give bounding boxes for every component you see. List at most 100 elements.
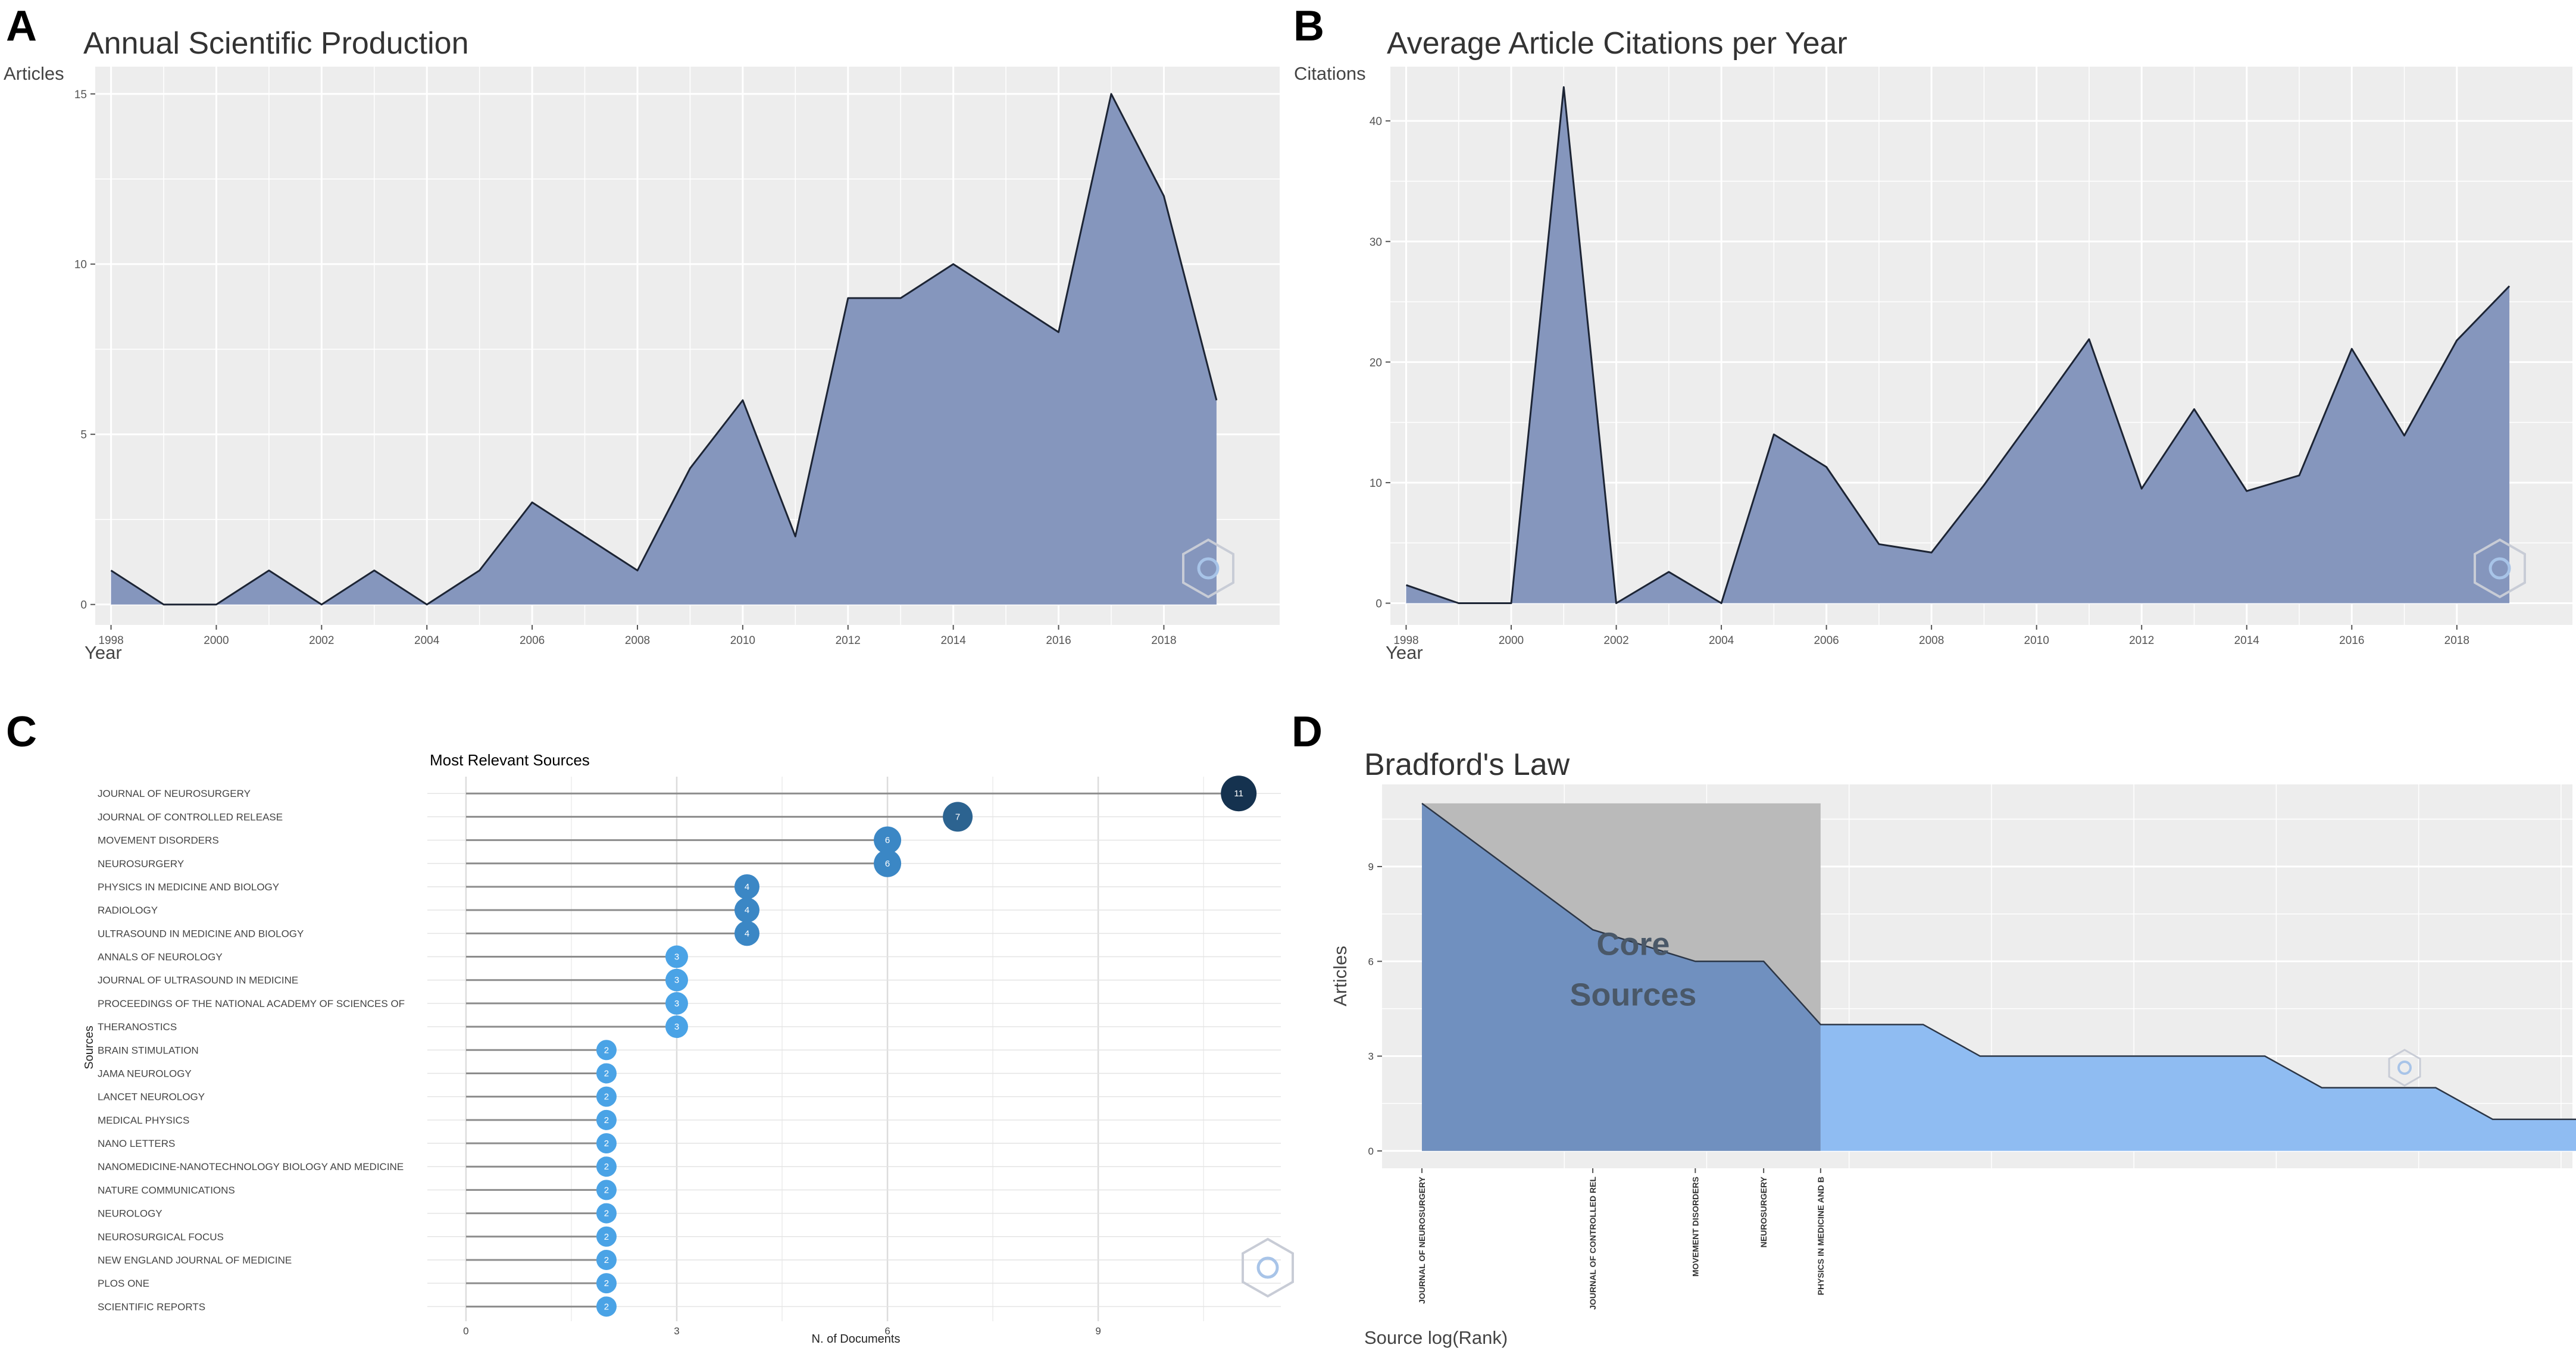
lollipop-value-label: 3 (674, 1022, 679, 1032)
source-rank-label: JOURNAL OF NEUROSURGERY (1417, 1176, 1427, 1304)
x-tick-label: 2010 (2024, 634, 2049, 647)
x-tick-label: 2016 (1046, 634, 1071, 647)
source-label: NEW ENGLAND JOURNAL OF MEDICINE (98, 1255, 292, 1266)
watermark-logo-icon (1182, 538, 1234, 599)
y-tick-label: 6 (1368, 956, 1374, 967)
lollipop-dot (943, 802, 973, 832)
x-tick-label: 2008 (1919, 634, 1944, 647)
lollipop-dot (596, 1296, 617, 1317)
panel-b: B Average Article Citations per Year Cit… (1293, 2, 2572, 663)
chart-d-core-area (1421, 803, 1821, 1151)
chart-c-category-labels: JOURNAL OF NEUROSURGERY JOURNAL OF CONTRO… (98, 788, 405, 1312)
x-tick-label: 3 (674, 1325, 679, 1337)
y-tick-label: 5 (80, 429, 87, 442)
lollipop-dot (596, 1226, 617, 1247)
lollipop-value-label: 2 (604, 1185, 609, 1195)
panel-d: D Bradford's Law Articles Source log(Ran… (1292, 708, 2576, 1348)
x-tick-label: 2002 (1603, 634, 1628, 647)
panel-label-a: A (6, 2, 37, 50)
x-tick-label: 2004 (414, 634, 440, 647)
lollipop-value-label: 2 (604, 1302, 609, 1312)
lollipop-value-label: 2 (604, 1139, 609, 1149)
lollipop-dot (596, 1040, 617, 1061)
y-tick-label: 15 (74, 89, 87, 101)
chart-b-area (1406, 87, 2510, 603)
lollipop-value-label: 7 (955, 812, 960, 822)
x-tick-label: 2018 (2444, 634, 2469, 647)
y-tick-label: 20 (1370, 356, 1382, 369)
source-rank-label: MOVEMENT DISORDERS (1690, 1177, 1700, 1277)
chart-d-core-label-line1: Core (1596, 927, 1670, 962)
chart-b-y-ticks: 0 10 20 30 40 (1370, 115, 1390, 611)
lollipop-value-label: 2 (604, 1162, 609, 1172)
source-label: LANCET NEUROLOGY (98, 1092, 205, 1103)
source-label: PLOS ONE (98, 1278, 149, 1289)
lollipop-dot (874, 826, 902, 854)
lollipop-value-label: 3 (674, 999, 679, 1009)
lollipop-dot (665, 968, 688, 992)
x-tick-label: 2014 (941, 634, 967, 647)
lollipop-dot (734, 874, 760, 899)
x-tick-label: 2000 (204, 634, 229, 647)
chart-c-lollipops: 11 7 6 6 4 4 4 3 3 3 3 2 2 2 2 2 2 2 2 2 2 2 2 (465, 775, 1257, 1317)
chart-a-title: Annual Scientific Production (83, 26, 469, 61)
lollipop-dot (596, 1180, 617, 1200)
x-tick-label: 9 (1095, 1325, 1101, 1337)
y-tick-label: 0 (80, 599, 87, 612)
lollipop-dot (596, 1156, 617, 1177)
source-label: RADIOLOGY (98, 905, 158, 916)
chart-d-line (1421, 802, 2576, 1120)
x-tick-label: 2010 (730, 634, 755, 647)
source-label: NANO LETTERS (98, 1138, 175, 1149)
source-label: MOVEMENT DISORDERS (98, 835, 219, 846)
chart-b-x-ticks: 1998 2000 2002 2004 2006 2008 2010 2012 2014 2016… (1393, 625, 2469, 647)
lollipop-value-label: 4 (745, 928, 749, 939)
panel-label-d: D (1292, 708, 1323, 756)
chart-a-y-ticks: 0 5 10 15 (74, 89, 95, 612)
lollipop-dot (734, 897, 760, 923)
lollipop-dot (596, 1086, 617, 1107)
source-label: JOURNAL OF CONTROLLED RELEASE (98, 811, 283, 823)
chart-d-xlabel: Source log(Rank) (1364, 1327, 1508, 1348)
y-tick-label: 30 (1370, 236, 1382, 249)
x-tick-label: 0 (463, 1325, 468, 1337)
lollipop-dot (596, 1273, 617, 1294)
lollipop-dot (665, 992, 688, 1015)
x-tick-label: 2006 (520, 634, 545, 647)
source-label: NEUROSURGERY (98, 858, 184, 870)
chart-a-ylabel: Articles (4, 63, 64, 84)
chart-d-x-ticks: JOURNAL OF NEUROSURGERY JOURNAL OF CONTRO… (1417, 1168, 1825, 1310)
source-label: NANOMEDICINE-NANOTECHNOLOGY BIOLOGY AND … (98, 1161, 404, 1172)
lollipop-dot (596, 1249, 617, 1270)
chart-c-x-ticks: 0 3 6 9 (463, 1325, 1101, 1337)
lollipop-value-label: 6 (885, 836, 890, 846)
source-label: NEUROSURGICAL FOCUS (98, 1231, 224, 1243)
chart-b-title: Average Article Citations per Year (1387, 26, 1847, 61)
chart-d-y-ticks: 0 3 6 9 (1368, 861, 1382, 1157)
source-label: PHYSICS IN MEDICINE AND BIOLOGY (98, 881, 279, 893)
source-label: MEDICAL PHYSICS (98, 1115, 189, 1126)
lollipop-value-label: 2 (604, 1115, 609, 1125)
x-tick-label: 2000 (1499, 634, 1524, 647)
lollipop-value-label: 3 (674, 975, 679, 986)
watermark-logo-icon (2474, 538, 2526, 599)
lollipop-value-label: 2 (604, 1209, 609, 1219)
x-tick-label: 2006 (1814, 634, 1839, 647)
chart-b-line (1406, 86, 2511, 604)
chart-a-line (110, 93, 1218, 606)
x-tick-label: 2008 (625, 634, 650, 647)
chart-b-xlabel: Year (1386, 642, 1423, 663)
watermark-logo-icon (2388, 1049, 2421, 1087)
chart-a-xlabel: Year (85, 642, 122, 663)
lollipop-dot (596, 1109, 617, 1130)
source-label: ULTRASOUND IN MEDICINE AND BIOLOGY (98, 928, 304, 939)
source-label: NEUROLOGY (98, 1208, 162, 1219)
source-label: PROCEEDINGS OF THE NATIONAL ACADEMY OF S… (98, 998, 405, 1009)
lollipop-value-label: 6 (885, 859, 890, 869)
source-label: NATURE COMMUNICATIONS (98, 1184, 235, 1196)
lollipop-dot (1221, 775, 1257, 812)
lollipop-dot (596, 1133, 617, 1154)
y-tick-label: 3 (1368, 1051, 1374, 1062)
source-rank-label: PHYSICS IN MEDICINE AND B (1816, 1177, 1825, 1295)
lollipop-value-label: 2 (604, 1045, 609, 1055)
